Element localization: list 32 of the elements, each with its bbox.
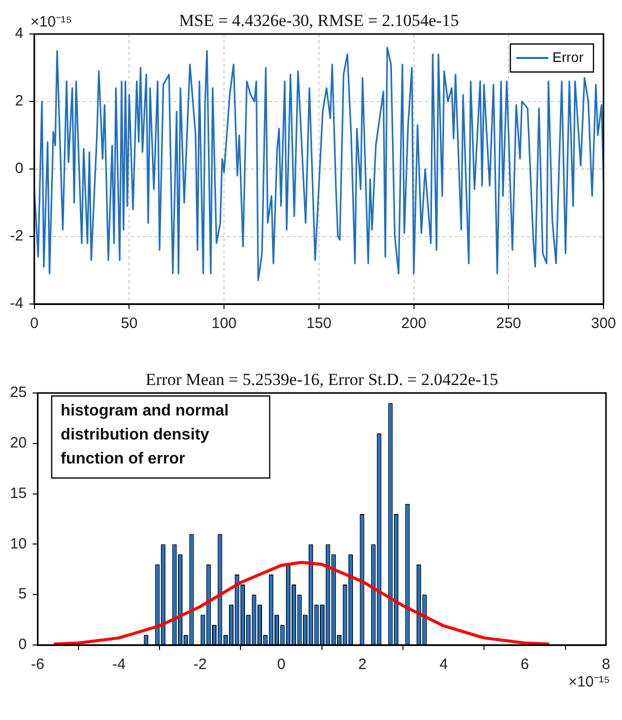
legend-label: Error [552,48,584,65]
y-tick-label: 2 [14,92,24,110]
x-tick-label: 8 [602,656,610,674]
x-tick-label: 0 [30,315,39,332]
y-tick-label: 20 [10,434,27,452]
x-tick-label: 250 [496,315,522,332]
x-tick-label: 2 [358,656,367,674]
x-tick-label: 100 [212,315,237,332]
y-tick-label: 15 [10,484,27,502]
text: ×10⁻¹⁵ [30,14,72,31]
y-tick-label: -4 [10,295,24,312]
x-tick-label: 0 [277,656,286,674]
y-tick-label: 0 [14,160,24,178]
chart-title: MSE = 4.4326e-30, RMSE = 2.1054e-15 [178,10,459,30]
x-tick-label: -2 [193,656,207,674]
x-tick-label: 300 [590,315,616,332]
y-tick-label: 25 [10,384,27,402]
x-tick-label: 50 [120,315,138,332]
x-tick-label: 150 [306,315,332,332]
x-tick-label: 6 [520,656,529,674]
y-tick-label: 4 [14,25,24,42]
x-tick-label: 200 [401,315,426,332]
x-tick-label: 4 [439,656,448,674]
annotation: histogram and normal distribution density function of error [60,402,229,468]
chart-title: Error Mean = 5.2539e-16, Error St.D. = 2.0422e-15 [146,370,498,389]
x-tick-label: -6 [31,656,44,674]
y-tick-label: 5 [18,586,27,603]
text: ×10⁻¹⁵ [568,674,610,691]
y-tick-label: 0 [18,636,27,654]
x-tick-label: -4 [112,656,126,674]
y-tick-label: 10 [10,535,27,552]
y-tick-label: -2 [10,228,24,245]
